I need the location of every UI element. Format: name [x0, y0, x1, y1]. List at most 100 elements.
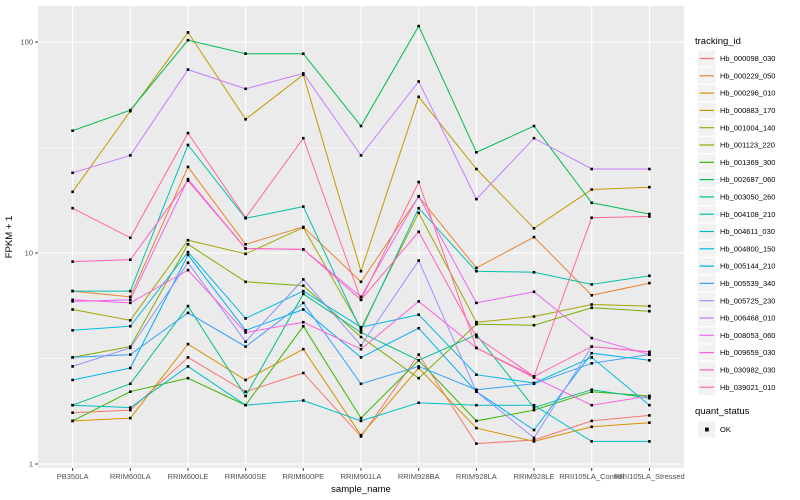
data-point [129, 154, 132, 157]
data-point [417, 365, 420, 368]
data-point [186, 253, 190, 257]
data-point [129, 108, 132, 112]
x-tick-label: PB350LA [57, 472, 89, 481]
data-point [71, 411, 74, 414]
data-point [648, 353, 651, 356]
legend-item-Hb_000229_050: Hb_000229_050 [698, 67, 775, 84]
data-point [244, 331, 247, 334]
data-point [129, 236, 132, 240]
data-point [648, 394, 651, 398]
data-point [417, 300, 420, 303]
data-point [417, 401, 420, 405]
data-point [186, 356, 190, 359]
data-point [244, 252, 247, 256]
data-point [648, 359, 651, 362]
x-tick-label: RRIM901LA [341, 472, 382, 481]
data-point [129, 289, 132, 293]
x-tick-label: RRII105LA_Stressed [614, 472, 684, 481]
data-point [590, 167, 593, 171]
data-point [186, 68, 190, 71]
data-point [648, 215, 651, 218]
quant-legend-item: OK [698, 421, 731, 438]
data-point [532, 315, 536, 318]
data-point [186, 243, 190, 246]
data-point [129, 406, 132, 409]
data-point [302, 284, 305, 287]
data-point [359, 298, 363, 302]
data-point [244, 87, 247, 91]
legend-item-Hb_000098_030: Hb_000098_030 [698, 50, 775, 67]
data-point [648, 304, 651, 308]
data-point [244, 345, 247, 348]
data-point [532, 406, 536, 409]
data-point [186, 268, 190, 272]
data-point [359, 280, 363, 284]
data-point [302, 52, 305, 55]
data-point [186, 376, 190, 380]
legend-item-label: Hb_001004_140 [720, 123, 775, 132]
data-point [475, 301, 478, 305]
legend-item-label: Hb_009659_030 [720, 348, 775, 357]
gridlines [38, 6, 684, 468]
data-point [244, 378, 247, 382]
data-point [244, 247, 247, 250]
legend-item-label: Hb_008053_060 [720, 331, 775, 340]
data-point [244, 394, 247, 398]
data-point [590, 419, 593, 423]
data-point [648, 212, 651, 216]
data-point [186, 304, 190, 308]
data-point [590, 303, 593, 306]
data-point [417, 353, 420, 356]
data-point [648, 396, 651, 400]
legend-item-Hb_002687_060: Hb_002687_060 [698, 171, 775, 188]
data-point [590, 440, 593, 443]
data-point [129, 382, 132, 386]
legend-title-tracking-id: tracking_id [695, 36, 741, 47]
data-point [648, 350, 651, 354]
y-tick-label: 100 [20, 38, 33, 47]
data-point [590, 425, 593, 429]
data-point [302, 292, 305, 296]
data-point [71, 289, 74, 293]
data-point [648, 274, 651, 278]
data-point [71, 403, 74, 407]
data-point [532, 428, 536, 432]
data-point [475, 151, 478, 154]
legend-item-label: Hb_001369_300 [720, 158, 775, 167]
data-point [71, 260, 74, 263]
data-point [417, 313, 420, 316]
legend-item-Hb_006468_010: Hb_006468_010 [698, 310, 775, 326]
data-point [186, 261, 190, 264]
data-point [129, 258, 132, 261]
data-point [475, 266, 478, 270]
x-tick-label: RRIM600LA [110, 472, 151, 481]
data-points [71, 24, 651, 445]
data-point [532, 271, 536, 274]
quant-status-legend: OK [698, 421, 731, 438]
y-tick-label: 1 [29, 460, 33, 469]
data-point [359, 344, 363, 347]
data-point [417, 259, 420, 262]
legend-item-Hb_003050_260: Hb_003050_260 [698, 188, 775, 205]
data-point [129, 298, 132, 302]
legend-item-label: Hb_002687_060 [720, 175, 775, 184]
data-point [302, 320, 305, 324]
data-point [648, 403, 651, 407]
data-point [302, 226, 305, 229]
data-point [532, 382, 536, 386]
data-point [417, 359, 420, 362]
data-point [359, 335, 363, 339]
data-point [302, 301, 305, 305]
x-tick-label: RRIM600PE [282, 472, 324, 481]
data-point [359, 419, 363, 423]
data-point [475, 333, 478, 336]
data-point [186, 38, 190, 42]
data-point [648, 185, 651, 189]
legend-item-Hb_008053_060: Hb_008053_060 [698, 327, 775, 344]
data-point [244, 390, 247, 393]
data-point [475, 322, 478, 326]
data-point [186, 342, 190, 346]
data-point [475, 167, 478, 171]
y-tick-label: 10 [25, 249, 33, 258]
